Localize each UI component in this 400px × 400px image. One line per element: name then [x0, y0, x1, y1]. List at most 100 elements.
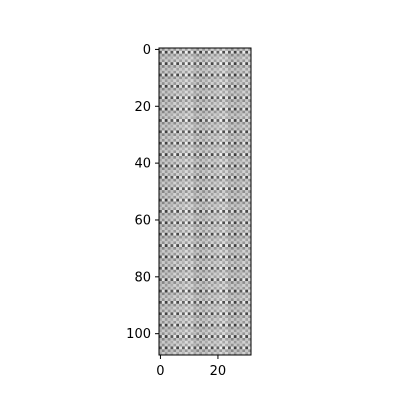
heatmap-cell — [216, 320, 220, 324]
heatmap-cell — [179, 79, 183, 83]
heatmap-cell — [167, 204, 171, 208]
heatmap-cell — [184, 195, 188, 199]
heatmap-cell — [190, 201, 194, 205]
heatmap-cell — [248, 212, 252, 216]
heatmap-cell — [228, 249, 231, 253]
heatmap-cell — [196, 246, 200, 250]
heatmap-cell — [239, 141, 243, 145]
heatmap-cell — [161, 249, 165, 253]
heatmap-cell — [233, 349, 237, 353]
heatmap-cell — [233, 224, 237, 228]
heatmap-cell — [239, 53, 243, 57]
heatmap-cell — [161, 278, 165, 282]
heatmap-cell — [164, 201, 168, 205]
heatmap-cell — [222, 173, 226, 176]
heatmap-cell — [196, 144, 200, 148]
heatmap-cell — [193, 235, 197, 239]
heatmap-cell — [207, 332, 211, 336]
heatmap-cell — [242, 59, 246, 63]
heatmap-cell — [242, 48, 246, 51]
heatmap-cell — [207, 329, 211, 333]
heatmap-cell — [216, 124, 220, 128]
heatmap-cell — [182, 241, 185, 245]
heatmap-cell — [205, 343, 208, 347]
heatmap-cell — [202, 241, 206, 245]
heatmap-cell — [182, 50, 185, 54]
heatmap-cell — [187, 173, 191, 176]
heatmap-cell — [228, 156, 231, 159]
heatmap-cell — [184, 104, 188, 108]
heatmap-cell — [230, 48, 234, 51]
heatmap-cell — [216, 170, 220, 174]
heatmap-cell — [196, 229, 200, 233]
heatmap-cell — [193, 102, 197, 105]
heatmap-cell — [164, 73, 168, 77]
heatmap-cell — [173, 147, 177, 151]
heatmap-cell — [225, 207, 229, 211]
heatmap-cell — [236, 99, 240, 103]
heatmap-cell — [219, 255, 223, 259]
heatmap-cell — [182, 264, 185, 267]
heatmap-cell — [170, 343, 174, 347]
heatmap-cell — [184, 158, 188, 162]
heatmap-cell — [248, 227, 252, 230]
heatmap-cell — [213, 121, 217, 125]
heatmap-cell — [167, 318, 171, 321]
heatmap-cell — [225, 252, 229, 256]
heatmap-cell — [182, 104, 185, 108]
heatmap-cell — [170, 121, 174, 125]
heatmap-cell — [248, 272, 252, 276]
heatmap-cell — [207, 87, 211, 91]
heatmap-cell — [167, 201, 171, 205]
heatmap-cell — [182, 170, 185, 174]
heatmap-cell — [193, 130, 197, 134]
heatmap-cell — [199, 84, 203, 88]
heatmap-cell — [225, 104, 229, 108]
heatmap-cell — [176, 315, 180, 319]
heatmap-cell — [173, 207, 177, 211]
heatmap-cell — [196, 59, 200, 63]
heatmap-cell — [184, 93, 188, 97]
heatmap-cell — [213, 272, 217, 276]
heatmap-cell — [179, 218, 183, 222]
heatmap-cell — [207, 232, 211, 236]
heatmap-cell — [159, 82, 162, 86]
heatmap-cell — [213, 153, 217, 157]
heatmap-cell — [213, 326, 217, 330]
heatmap-cell — [248, 76, 252, 80]
heatmap-cell — [245, 315, 249, 319]
heatmap-cell — [182, 192, 185, 196]
heatmap-cell — [230, 147, 234, 151]
heatmap-cell — [202, 340, 206, 344]
heatmap-cell — [164, 218, 168, 222]
heatmap-cell — [187, 300, 191, 304]
heatmap-cell — [164, 167, 168, 171]
heatmap-cell — [202, 235, 206, 239]
heatmap-cell — [159, 318, 162, 321]
heatmap-cell — [219, 315, 223, 319]
heatmap-cell — [205, 150, 208, 154]
heatmap-cell — [245, 144, 249, 148]
heatmap-cell — [179, 116, 183, 120]
heatmap-cell — [190, 218, 194, 222]
heatmap-cell — [242, 119, 246, 122]
heatmap-cell — [205, 133, 208, 137]
heatmap-cell — [164, 62, 168, 66]
heatmap-cell — [161, 227, 165, 230]
heatmap-cell — [245, 258, 249, 262]
heatmap-cell — [210, 246, 214, 250]
heatmap-cell — [230, 144, 234, 148]
heatmap-cell — [190, 312, 194, 316]
heatmap-cell — [219, 303, 223, 307]
heatmap-cell — [205, 198, 208, 202]
heatmap-cell — [245, 337, 249, 341]
heatmap-cell — [210, 283, 214, 287]
heatmap-cell — [216, 309, 220, 313]
heatmap-cell — [196, 249, 200, 253]
heatmap-cell — [193, 269, 197, 273]
heatmap-cell — [161, 173, 165, 176]
heatmap-cell — [230, 269, 234, 273]
heatmap-cell — [242, 215, 246, 219]
heatmap-cell — [225, 300, 229, 304]
heatmap-cell — [202, 127, 206, 131]
